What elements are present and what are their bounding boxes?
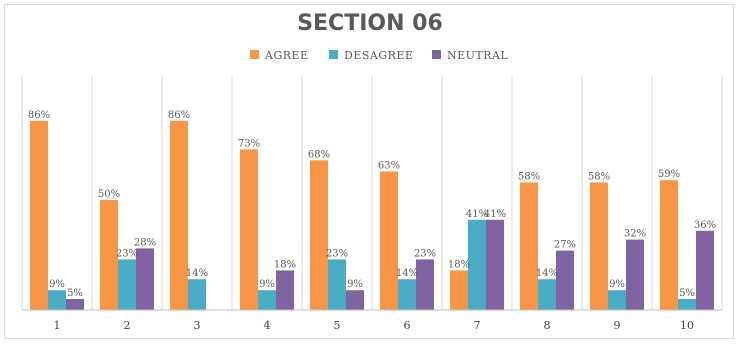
- x-tick-label-9: 9: [614, 319, 621, 332]
- category-gridlines: [21, 76, 723, 310]
- data-label-desagree-9: 9%: [609, 279, 625, 290]
- data-label-neutral-5: 9%: [347, 279, 363, 290]
- x-axis-ticks: 1 2 3 4 5 6 7 8 9 10: [54, 319, 695, 332]
- bar-agree-7: [450, 270, 468, 310]
- chart-title: SECTION 06: [297, 11, 443, 36]
- bar-agree-4: [240, 149, 258, 310]
- data-label-agree-5: 68%: [308, 149, 330, 160]
- legend-swatch-desagree: [329, 50, 338, 59]
- data-label-neutral-4: 18%: [274, 259, 296, 270]
- bar-desagree-6: [398, 279, 416, 310]
- legend-label-neutral: NEUTRAL: [447, 49, 508, 62]
- data-label-desagree-6: 14%: [396, 268, 418, 279]
- bar-neutral-4: [276, 270, 294, 310]
- data-label-agree-2: 50%: [98, 189, 120, 200]
- bar-desagree-9: [608, 290, 626, 310]
- bar-agree-9: [590, 182, 608, 310]
- x-tick-label-7: 7: [474, 319, 481, 332]
- x-tick-label-1: 1: [54, 319, 61, 332]
- data-label-agree-9: 58%: [588, 171, 610, 182]
- data-label-desagree-10: 5%: [679, 288, 695, 299]
- bar-agree-5: [310, 160, 328, 310]
- data-label-neutral-9: 32%: [624, 229, 646, 240]
- x-tick-label-5: 5: [334, 319, 341, 332]
- bar-desagree-5: [328, 259, 346, 310]
- bar-agree-1: [30, 120, 48, 310]
- data-label-desagree-2: 23%: [116, 248, 138, 259]
- legend-label-agree: AGREE: [264, 49, 309, 62]
- bar-agree-10: [660, 180, 678, 310]
- data-label-desagree-3: 14%: [186, 268, 208, 279]
- data-label-neutral-2: 28%: [134, 237, 156, 248]
- data-label-neutral-10: 36%: [694, 220, 716, 231]
- data-label-neutral-1: 5%: [67, 288, 83, 299]
- bars: [30, 120, 714, 310]
- bar-neutral-2: [136, 248, 154, 310]
- x-tick-label-2: 2: [124, 319, 131, 332]
- data-label-desagree-1: 9%: [49, 279, 65, 290]
- data-label-agree-3: 86%: [168, 110, 190, 121]
- bar-neutral-9: [626, 239, 644, 310]
- data-label-neutral-6: 23%: [414, 248, 436, 259]
- data-label-desagree-5: 23%: [326, 248, 348, 259]
- x-tick-label-10: 10: [680, 319, 694, 332]
- data-label-agree-10: 59%: [658, 169, 680, 180]
- legend: AGREE DESAGREE NEUTRAL: [250, 49, 508, 62]
- bar-desagree-7: [468, 219, 486, 310]
- data-label-desagree-7: 41%: [466, 209, 488, 220]
- bar-desagree-4: [258, 290, 276, 310]
- data-label-desagree-8: 14%: [536, 268, 558, 279]
- bar-desagree-10: [678, 299, 696, 310]
- bar-desagree-2: [118, 259, 136, 310]
- bar-agree-6: [380, 171, 398, 310]
- bar-neutral-5: [346, 290, 364, 310]
- data-label-agree-1: 86%: [28, 110, 50, 121]
- bar-desagree-1: [48, 290, 66, 310]
- legend-swatch-agree: [250, 50, 259, 59]
- bar-agree-3: [170, 120, 188, 310]
- data-labels: 86%9%5%50%23%28%86%14%73%9%18%68%23%9%63…: [28, 110, 716, 299]
- data-label-agree-8: 58%: [518, 171, 540, 182]
- x-tick-label-8: 8: [544, 319, 551, 332]
- data-label-desagree-4: 9%: [259, 279, 275, 290]
- data-label-neutral-8: 27%: [554, 240, 576, 251]
- x-tick-label-4: 4: [264, 319, 271, 332]
- legend-label-desagree: DESAGREE: [344, 49, 413, 62]
- bar-neutral-1: [66, 299, 84, 310]
- bar-neutral-6: [416, 259, 434, 310]
- bar-desagree-8: [538, 279, 556, 310]
- x-tick-label-6: 6: [404, 319, 411, 332]
- x-tick-label-3: 3: [194, 319, 201, 332]
- bar-neutral-8: [556, 250, 574, 310]
- data-label-agree-4: 73%: [238, 138, 260, 149]
- bar-agree-2: [100, 200, 118, 310]
- data-label-agree-6: 63%: [378, 160, 400, 171]
- data-label-neutral-7: 41%: [484, 209, 506, 220]
- legend-swatch-neutral: [432, 50, 441, 59]
- bar-neutral-7: [486, 219, 504, 310]
- bar-desagree-3: [188, 279, 206, 310]
- bar-agree-8: [520, 182, 538, 310]
- bar-neutral-10: [696, 230, 714, 310]
- data-label-agree-7: 18%: [448, 259, 470, 270]
